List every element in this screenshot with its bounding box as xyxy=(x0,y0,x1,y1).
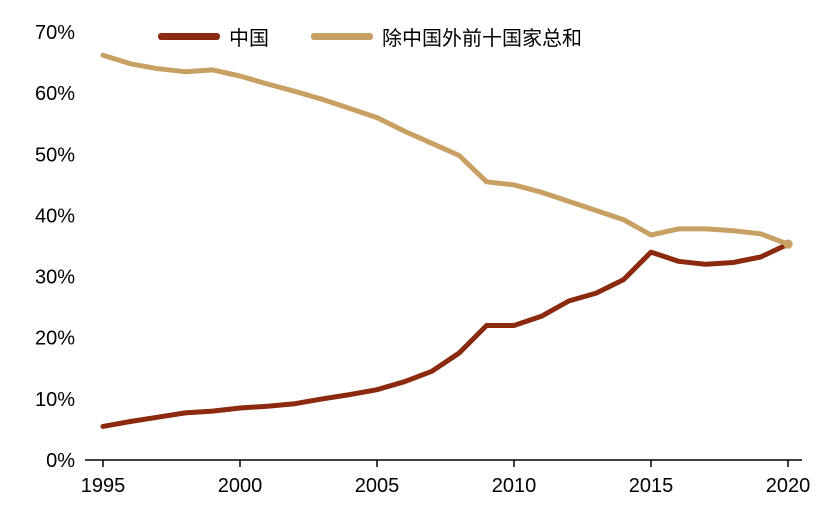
china-line-swatch xyxy=(158,33,220,40)
legend-label-china: 中国 xyxy=(229,28,269,50)
x-axis-tick-label: 2015 xyxy=(629,475,674,497)
legend-label-others: 除中国外前十国家总和 xyxy=(382,28,582,50)
y-axis-tick-label: 10% xyxy=(35,389,75,411)
series-end-marker-1 xyxy=(783,239,793,249)
x-axis-tick-label: 2020 xyxy=(766,475,811,497)
y-axis-tick-label: 20% xyxy=(35,328,75,350)
x-axis-tick-label: 2005 xyxy=(355,475,400,497)
y-axis-tick-label: 50% xyxy=(35,144,75,166)
y-axis-tick-label: 60% xyxy=(35,83,75,105)
x-axis-tick-label: 1995 xyxy=(81,475,126,497)
y-axis-tick-label: 70% xyxy=(35,22,75,44)
others-line-swatch xyxy=(311,33,373,40)
y-axis-tick-label: 0% xyxy=(46,450,75,472)
y-axis-tick-label: 30% xyxy=(35,267,75,289)
legend-item-others: 除中国外前十国家总和 xyxy=(311,22,582,51)
series-line-1 xyxy=(100,52,791,247)
series-line-0 xyxy=(100,241,791,429)
chart-legend: 中国 除中国外前十国家总和 xyxy=(158,22,582,51)
y-axis-tick-label: 40% xyxy=(35,205,75,227)
x-axis-tick-label: 2010 xyxy=(492,475,537,497)
x-axis-tick-label: 2000 xyxy=(218,475,263,497)
legend-item-china: 中国 xyxy=(158,22,269,51)
